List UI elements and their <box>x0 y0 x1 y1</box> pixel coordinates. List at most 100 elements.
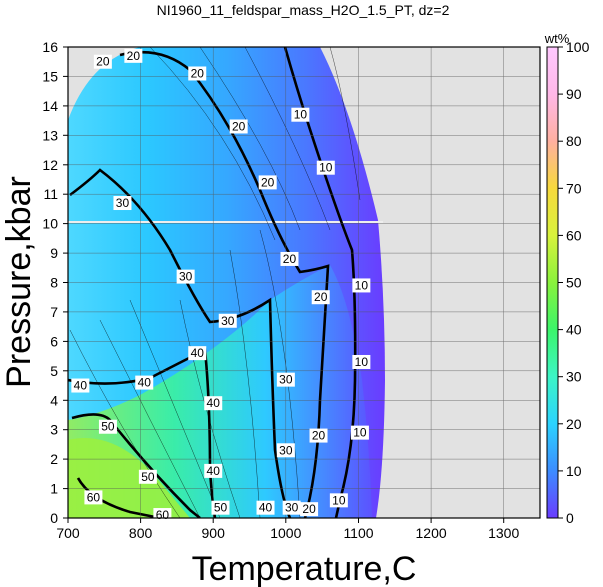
y-tick-label: 11 <box>43 186 58 202</box>
contour-label-background <box>124 48 143 63</box>
contour-label-text: 10 <box>355 355 369 369</box>
contour-label-background <box>218 313 237 328</box>
contour-label-text: 60 <box>87 490 101 504</box>
contour-label-background <box>256 500 275 515</box>
contour-label-text: 30 <box>279 443 293 457</box>
contour-label-text: 50 <box>141 470 155 484</box>
contour-label-background <box>211 500 230 515</box>
y-tick-label: 0 <box>50 510 58 526</box>
y-tick-label: 6 <box>50 333 58 349</box>
y-tick-label: 7 <box>50 304 58 320</box>
x-tick-label: 800 <box>129 525 153 541</box>
contour-label-background <box>98 419 117 434</box>
grid <box>68 47 540 518</box>
contour-label-background <box>71 378 90 393</box>
contour-label: 20 <box>229 119 248 134</box>
y-tick-label: 10 <box>42 216 58 232</box>
contour-label: 10 <box>329 493 348 508</box>
y-axis-label: Pressure,kbar <box>0 176 38 388</box>
filled-contour-low-pressure <box>68 265 372 518</box>
contour-label-text: 30 <box>179 270 193 284</box>
contour-label-background <box>188 346 207 361</box>
y-tick-label: 16 <box>42 39 58 55</box>
contour-label-text: 20 <box>312 429 326 443</box>
contour-label-text: 50 <box>101 420 115 434</box>
y-tick-label: 4 <box>50 392 58 408</box>
colorbar-tick-label: 0 <box>566 510 574 526</box>
contour-label-text: 20 <box>191 66 205 80</box>
contour-label-background <box>93 54 112 69</box>
contour-label: 60 <box>153 508 172 523</box>
contour-label-background <box>135 375 154 390</box>
contour-label: 30 <box>218 313 237 328</box>
contour-label: 20 <box>300 502 319 517</box>
contour-label-text: 40 <box>207 396 221 410</box>
contour-label: 40 <box>204 463 223 478</box>
contour-label-background <box>204 463 223 478</box>
contour-label-background <box>352 278 371 293</box>
colorbar-tick-label: 50 <box>566 275 582 291</box>
y-tick-label: 1 <box>50 481 58 497</box>
contour-label: 30 <box>113 196 132 211</box>
contour-label: 40 <box>135 375 154 390</box>
y-tick-label: 14 <box>42 98 58 114</box>
contour-label-background <box>311 290 330 305</box>
contour-label-text: 20 <box>302 502 316 516</box>
y-tick-label: 2 <box>50 451 58 467</box>
contour-label-text: 20 <box>283 252 297 266</box>
contour-label: 20 <box>280 251 299 266</box>
contour-label: 20 <box>311 290 330 305</box>
contour-labels: 20 20 20 20 20 20 20 20 20 10 10 10 10 10 10 30 30 30 30 30… <box>71 48 371 523</box>
contour-line-50 <box>71 413 201 518</box>
contour-label-background <box>204 396 223 411</box>
colorbar-tick-label: 100 <box>566 39 590 55</box>
contour-label-background <box>138 469 157 484</box>
y-tick-label: 12 <box>42 157 58 173</box>
contour-label: 20 <box>93 54 112 69</box>
colorbar-tick-label: 90 <box>566 86 582 102</box>
x-tick-label: 900 <box>202 525 226 541</box>
x-tick-label: 1000 <box>270 525 301 541</box>
contour-label-text: 40 <box>207 464 221 478</box>
x-tick-label: 1200 <box>416 525 447 541</box>
contour-label-background <box>350 425 369 440</box>
colorbar-tick-label: 80 <box>566 133 582 149</box>
contour-label-text: 40 <box>74 379 88 393</box>
contour-label-background <box>280 251 299 266</box>
contour-label: 10 <box>352 278 371 293</box>
contour-label-text: 20 <box>127 49 141 63</box>
y-tick-label: 3 <box>50 422 58 438</box>
contour-label: 30 <box>276 372 295 387</box>
contour-line-30 <box>69 168 292 518</box>
contour-label-background <box>352 354 371 369</box>
contour-label-text: 40 <box>259 501 273 515</box>
y-tick-label: 15 <box>42 68 58 84</box>
contour-label-text: 10 <box>294 108 308 122</box>
contour-label: 10 <box>291 107 310 122</box>
contour-label: 20 <box>309 428 328 443</box>
contour-label-text: 30 <box>285 501 299 515</box>
contour-label: 20 <box>258 175 277 190</box>
x-axis-label: Temperature,C <box>192 550 417 587</box>
y-tick-label: 5 <box>50 363 58 379</box>
contour-label-text: 10 <box>355 278 369 292</box>
x-tick-label: 1300 <box>488 525 519 541</box>
contour-label-text: 20 <box>96 55 110 69</box>
contour-label: 50 <box>211 500 230 515</box>
colorbar-tick-label: 70 <box>566 180 582 196</box>
contour-label-text: 20 <box>261 175 275 189</box>
colorbar-tick-label: 10 <box>566 463 582 479</box>
colorbar-tick-label: 60 <box>566 227 582 243</box>
contour-label: 60 <box>84 490 103 505</box>
contour-label-text: 10 <box>319 161 333 175</box>
colorbar: wt% 0 10 20 30 40 50 60 70 80 90 100 <box>544 31 590 526</box>
contour-label-text: 20 <box>232 119 246 133</box>
x-tick-label: 1100 <box>343 525 373 541</box>
contour-label-background <box>188 66 207 81</box>
contour-label: 40 <box>188 346 207 361</box>
contour-label-text: 60 <box>156 508 170 522</box>
contour-label-text: 50 <box>214 501 228 515</box>
contour-label-background <box>84 490 103 505</box>
contour-label-background <box>176 269 195 284</box>
